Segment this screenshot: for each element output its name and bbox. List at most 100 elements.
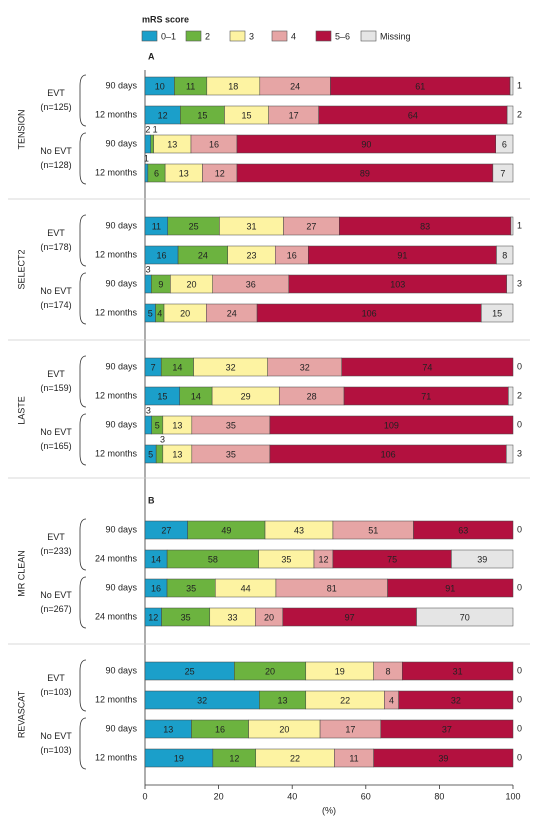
bar-segment [492,163,514,183]
segment-label: 18 [228,81,238,91]
x-tick-label: 60 [361,791,371,801]
group-bracket [79,518,87,571]
row-label: 12 months [95,249,138,259]
segment-label: 1 [153,124,158,134]
segment-label: 75 [387,554,397,564]
segment-label: 4 [389,695,394,705]
section-label: B [148,495,155,505]
segment-label: 17 [345,724,355,734]
segment-label: 14 [191,391,201,401]
segment-label: 3 [517,448,522,458]
segment-label: 13 [172,449,182,459]
row-label: 24 months [95,553,138,563]
segment-label: 29 [241,391,251,401]
bar-segment [481,303,514,323]
segment-label: 0 [517,723,522,733]
segment-label: 20 [264,612,274,622]
group-label: No EVT [40,286,72,296]
row-label: 12 months [95,390,138,400]
segment-label: 22 [290,753,300,763]
segment-label: 32 [300,362,310,372]
segment-label: 14 [151,554,161,564]
segment-label: 35 [226,420,236,430]
row-label: 90 days [105,419,137,429]
segment-label: 27 [161,525,171,535]
trial-label: LASTE [16,396,26,425]
segment-label: 12 [318,554,328,564]
segment-label: 25 [185,666,195,676]
segment-label: 12 [148,612,158,622]
segment-label: 7 [151,362,156,372]
group-n: (n=128) [40,160,71,170]
row-label: 90 days [105,582,137,592]
group-n: (n=178) [40,242,71,252]
segment-label: 36 [246,279,256,289]
segment-label: 1 [144,153,149,163]
legend-label: Missing [380,31,411,41]
segment-label: 20 [180,308,190,318]
trial-label: TENSION [16,109,26,149]
trial-label: MR CLEAN [16,550,26,597]
segment-label: 16 [151,583,161,593]
legend-label: 3 [249,31,254,41]
segment-label: 39 [477,554,487,564]
bar-segment [508,386,514,406]
segment-label: 71 [421,391,431,401]
segment-label: 35 [181,612,191,622]
segment-label: 10 [155,81,165,91]
segment-label: 39 [438,753,448,763]
segment-label: 35 [226,449,236,459]
bar-segment [341,357,514,377]
group-label: No EVT [40,146,72,156]
group-n: (n=165) [40,441,71,451]
legend-label: 4 [291,31,296,41]
group-bracket [79,272,87,325]
segment-label: 2 [517,390,522,400]
segment-label: 13 [163,724,173,734]
bar-segment [451,549,514,569]
bar-segment [416,607,514,627]
row-label: 12 months [95,448,138,458]
group-label: EVT [47,532,65,542]
group-n: (n=174) [40,300,71,310]
group-bracket [79,659,87,712]
segment-label: 90 [361,139,371,149]
segment-label: 13 [167,139,177,149]
segment-label: 3 [160,434,165,444]
bar-segment [398,690,514,710]
segment-label: 20 [279,724,289,734]
row-label: 90 days [105,220,137,230]
x-tick-label: 100 [505,791,520,801]
group-n: (n=233) [40,546,71,556]
group-label: No EVT [40,590,72,600]
legend-swatch [229,30,246,42]
segment-label: 20 [265,666,275,676]
group-label: No EVT [40,731,72,741]
segment-label: 15 [242,110,252,120]
segment-label: 91 [397,250,407,260]
group-label: EVT [47,673,65,683]
segment-label: 11 [152,221,161,231]
segment-label: 32 [197,695,207,705]
legend-label: 2 [205,31,210,41]
group-n: (n=125) [40,102,71,112]
segment-label: 19 [174,753,184,763]
group-n: (n=103) [40,745,71,755]
legend-swatch [185,30,202,42]
row-label: 12 months [95,167,138,177]
segment-label: 27 [306,221,316,231]
x-tick-label: 20 [214,791,224,801]
segment-label: 1 [517,80,522,90]
bar-segment [144,163,149,183]
segment-label: 13 [172,420,182,430]
bar-segment [380,719,514,739]
segment-label: 3 [517,278,522,288]
segment-label: 12 [215,168,225,178]
segment-label: 7 [500,168,505,178]
group-bracket [79,74,87,127]
bar-segment [413,520,514,540]
segment-label: 81 [327,583,337,593]
segment-label: 64 [408,110,418,120]
bar-segment [510,216,514,236]
